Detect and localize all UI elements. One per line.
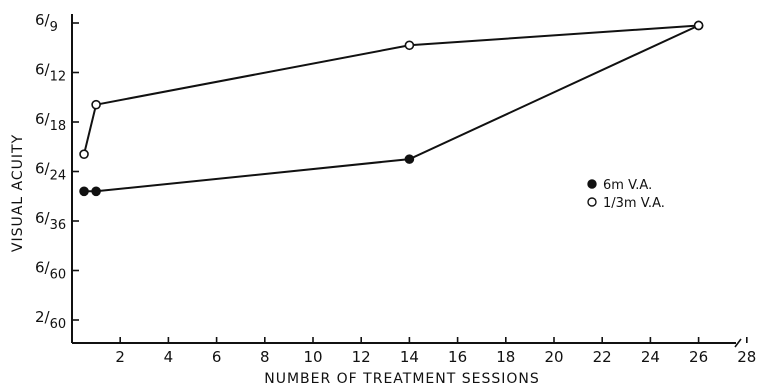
- legend-label-6m: 6m V.A.: [603, 178, 652, 193]
- y-axis-title: VISUAL ACUITY: [10, 134, 26, 252]
- x-tick-label: 22: [593, 348, 612, 366]
- y-axis-ticks: 2/60 6/60 6/36 6/24 6/18 6/12 6/9: [35, 11, 79, 332]
- legend: 6m V.A. 1/3m V.A.: [587, 178, 665, 211]
- series-third-m-point: [91, 99, 101, 110]
- x-tick-label: 8: [260, 348, 270, 366]
- y-tick-label: 6/12: [35, 61, 66, 85]
- x-tick-label: 24: [641, 348, 660, 366]
- x-axis-ticks: 2 4 6 8 10 12 14 16 18 20 22 24 26 28: [115, 337, 756, 366]
- series-6m-point: [79, 186, 89, 197]
- x-tick-label: 20: [544, 348, 563, 366]
- series-third-m-point: [404, 40, 415, 51]
- x-tick-label: 26: [689, 348, 708, 366]
- y-tick-label: 6/18: [35, 110, 66, 134]
- y-tick-label: 6/24: [35, 160, 66, 184]
- y-tick-label: 6/9: [35, 11, 58, 35]
- series-6m-point: [91, 186, 101, 197]
- legend-label-third-m: 1/3m V.A.: [603, 196, 665, 211]
- series-6m-line: [84, 24, 700, 193]
- series-third-m-line: [83, 24, 699, 155]
- x-tick-label: 12: [352, 348, 371, 366]
- series-third-m-point: [79, 149, 89, 159]
- legend-marker-6m: [587, 179, 597, 189]
- y-tick-label: 2/60: [35, 308, 66, 332]
- x-tick-label: 4: [164, 348, 174, 366]
- x-tick-label: 2: [115, 348, 125, 366]
- x-axis-title: NUMBER OF TREATMENT SESSIONS: [264, 371, 540, 387]
- series-6m-point: [404, 154, 415, 164]
- x-tick-label: 6: [212, 348, 222, 366]
- legend-marker-third-m: [587, 197, 597, 207]
- x-tick-label: 18: [496, 348, 515, 366]
- x-tick-label: 14: [400, 348, 419, 366]
- y-tick-label: 6/36: [35, 209, 66, 233]
- x-tick-label: 16: [448, 348, 467, 366]
- y-tick-label: 6/60: [35, 259, 66, 283]
- series-layer: [79, 20, 704, 197]
- axes: [71, 14, 742, 348]
- x-tick-label: 28: [737, 348, 756, 366]
- series-third-m-point: [693, 20, 704, 31]
- x-axis-break-mark: [734, 338, 742, 348]
- x-tick-label: 10: [303, 348, 322, 366]
